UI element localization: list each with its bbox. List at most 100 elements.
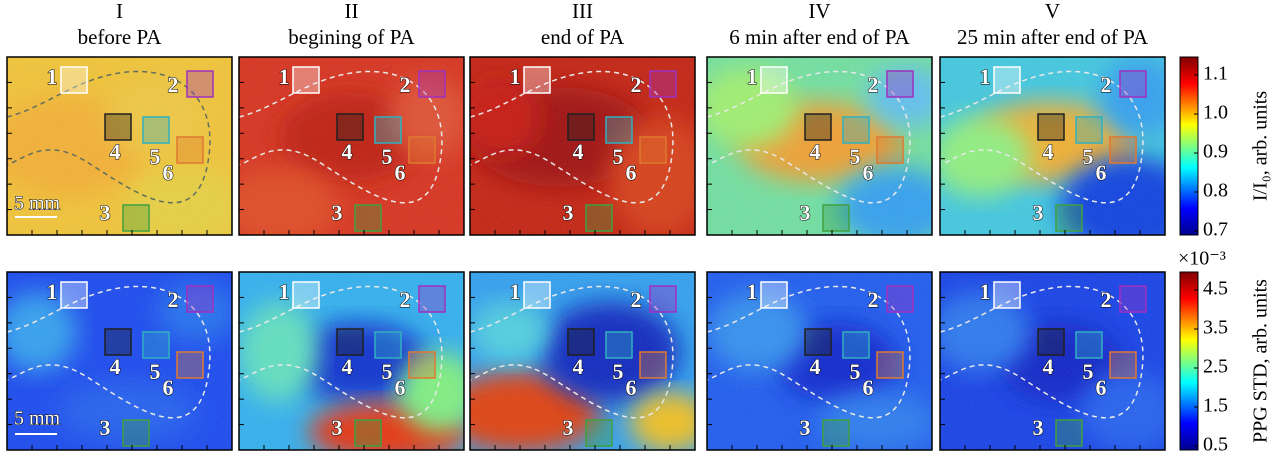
column-numeral: IV: [808, 0, 830, 23]
roi-label: 1: [510, 64, 521, 89]
roi-box: [843, 332, 869, 358]
roi-box: [887, 286, 913, 312]
roi-label: 4: [342, 139, 353, 164]
colorbar-multiplier: ×10⁻³: [1178, 248, 1226, 270]
roi-label: 4: [342, 354, 353, 379]
heatmap-panel: 1 2 3 4 56: [930, 272, 1180, 452]
roi-box: [1110, 137, 1136, 163]
roi-label: 5: [150, 359, 161, 384]
roi-box: [524, 67, 550, 93]
roi-label: 2: [400, 72, 411, 97]
column-numeral: I: [116, 0, 123, 23]
colorbar-tick-label: 0.5: [1203, 434, 1228, 456]
roi-box: [761, 67, 787, 93]
colorbar-tick-label: 1.5: [1203, 395, 1228, 417]
roi-box: [419, 71, 445, 97]
roi-label: 5: [382, 144, 393, 169]
roi-box: [650, 286, 676, 312]
roi-label: 2: [168, 287, 179, 312]
roi-box: [568, 329, 594, 355]
roi-box: [586, 420, 612, 446]
heatmap-image: [239, 272, 479, 462]
scale-bar-label: 5 mm: [14, 193, 61, 215]
roi-label: 2: [400, 287, 411, 312]
roi-box: [293, 67, 319, 93]
roi-box: [805, 329, 831, 355]
roi-label: 6: [626, 160, 637, 185]
roi-box: [143, 117, 169, 143]
roi-label: 4: [573, 354, 584, 379]
roi-box: [994, 282, 1020, 308]
roi-label: 1: [279, 279, 290, 304]
roi-box: [606, 332, 632, 358]
colorbar-tick-label: 4.5: [1203, 278, 1228, 300]
roi-label: 6: [395, 160, 406, 185]
roi-label: 6: [863, 160, 874, 185]
roi-box: [355, 205, 381, 231]
roi-label: 4: [810, 354, 821, 379]
roi-label: 3: [1033, 200, 1044, 225]
roi-label: 6: [1096, 375, 1107, 400]
roi-label: 1: [47, 279, 58, 304]
roi-box: [61, 67, 87, 93]
roi-box: [1076, 332, 1102, 358]
roi-box: [177, 352, 203, 378]
roi-box: [1056, 205, 1082, 231]
roi-label: 3: [800, 415, 811, 440]
roi-label: 3: [563, 200, 574, 225]
roi-label: 3: [332, 200, 343, 225]
roi-box: [568, 114, 594, 140]
roi-label: 1: [980, 279, 991, 304]
roi-box: [640, 352, 666, 378]
heatmap-image: [460, 57, 710, 237]
roi-box: [143, 332, 169, 358]
column-title: 25 min after end of PA: [957, 25, 1149, 49]
roi-label: 5: [1083, 359, 1094, 384]
figure: Ibefore PAIIbegining of PAIIIend of PAIV…: [0, 0, 1275, 470]
roi-box: [1038, 114, 1064, 140]
colorbar-tick-label: 3.5: [1203, 317, 1228, 339]
roi-box: [105, 114, 131, 140]
roi-label: 3: [332, 415, 343, 440]
column-numeral: III: [572, 0, 593, 23]
roi-label: 6: [1096, 160, 1107, 185]
roi-box: [1120, 71, 1146, 97]
heatmap-image: [930, 57, 1200, 257]
roi-box: [586, 205, 612, 231]
roi-label: 3: [1033, 415, 1044, 440]
colorbar-tick-label: 2.5: [1203, 356, 1228, 378]
colorbar: [1180, 272, 1198, 450]
roi-label: 5: [850, 359, 861, 384]
roi-label: 2: [631, 287, 642, 312]
roi-label: 5: [850, 144, 861, 169]
roi-label: 1: [747, 64, 758, 89]
roi-box: [1120, 286, 1146, 312]
column-title: begining of PA: [288, 25, 415, 49]
roi-box: [177, 137, 203, 163]
roi-label: 4: [573, 139, 584, 164]
colorbar-tick-label: 1.1: [1203, 63, 1228, 85]
roi-label: 4: [810, 139, 821, 164]
colorbar-label: PPG STD, arb. units: [1250, 279, 1272, 443]
roi-box: [1038, 329, 1064, 355]
roi-box: [409, 137, 435, 163]
column-numeral: II: [345, 0, 359, 23]
roi-label: 4: [1043, 354, 1054, 379]
roi-label: 2: [1101, 287, 1112, 312]
roi-label: 5: [382, 359, 393, 384]
roi-label: 1: [279, 64, 290, 89]
roi-box: [994, 67, 1020, 93]
roi-box: [640, 137, 666, 163]
roi-label: 2: [868, 72, 879, 97]
roi-label: 6: [626, 375, 637, 400]
heatmap-panel: 1 2 3 4 56: [219, 57, 469, 247]
roi-box: [187, 286, 213, 312]
roi-label: 2: [868, 287, 879, 312]
roi-label: 3: [563, 415, 574, 440]
roi-label: 5: [613, 359, 624, 384]
roi-box: [293, 282, 319, 308]
roi-box: [877, 137, 903, 163]
